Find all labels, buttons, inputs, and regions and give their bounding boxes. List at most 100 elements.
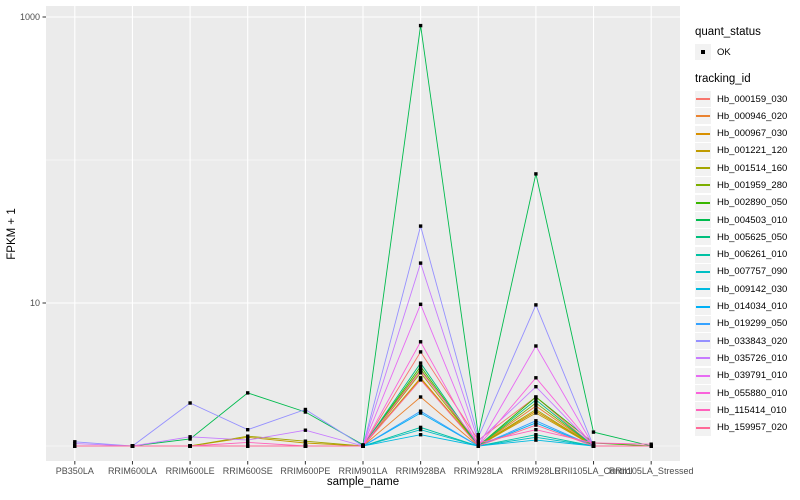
legend-item: Hb_001221_120: [695, 142, 799, 159]
legend-item-label: Hb_115414_010: [717, 404, 787, 416]
x-tick-label: RRIM600SE: [223, 466, 273, 476]
data-point: [73, 441, 77, 446]
legend-key-box: [695, 350, 711, 367]
legend-line-swatch: [696, 322, 710, 325]
data-point: [534, 401, 538, 405]
legend-item: Hb_000967_030: [695, 125, 799, 142]
legend-item-label: Hb_001959_280: [717, 179, 788, 191]
data-point: [534, 344, 538, 348]
legend-item: Hb_001959_280: [695, 177, 799, 194]
legend-item-label: Hb_019299_050: [717, 318, 788, 330]
x-axis-title: sample_name: [326, 476, 400, 488]
legend-key-box: [695, 108, 711, 125]
data-point: [418, 224, 423, 228]
data-point: [246, 444, 250, 448]
legend-line-swatch: [696, 236, 710, 239]
data-point: [418, 369, 423, 373]
data-point: [534, 421, 538, 425]
legend-key-box: [695, 160, 711, 177]
legend-line-swatch: [696, 409, 710, 412]
legend-item: Hb_001514_160: [695, 160, 799, 177]
legend-item: Hb_004503_010: [695, 212, 799, 229]
data-point: [418, 428, 423, 432]
legend-item: Hb_115414_010: [695, 402, 799, 419]
x-tick-label: RRIM928BA: [396, 466, 446, 476]
legend-key-box: [695, 91, 711, 107]
legend-item-label: Hb_159957_020: [717, 422, 788, 434]
legend-line-swatch: [696, 167, 710, 170]
legend-key-box: [695, 419, 711, 436]
data-point: [188, 444, 192, 448]
y-axis-title: FPKM + 1: [6, 208, 18, 260]
legend-key-box: [695, 142, 711, 159]
legend-item: Hb_000159_030: [695, 91, 799, 107]
legend-key-box: [695, 194, 711, 211]
legend-item-label: Hb_000159_030: [717, 93, 788, 105]
legend-line-swatch: [696, 288, 710, 291]
legend-item-ok: OK: [695, 44, 799, 60]
legend-item-label: Hb_007757_090: [717, 266, 788, 278]
data-point: [591, 441, 596, 445]
legend-line-swatch: [696, 340, 710, 343]
legend-item-label: Hb_001221_120: [717, 145, 788, 157]
legend-item-label: Hb_006261_010: [717, 249, 788, 261]
data-point: [591, 430, 596, 434]
legend-item-label: Hb_033843_020: [717, 335, 788, 347]
legend-item: Hb_014034_010: [695, 298, 799, 315]
legend-item-label: Hb_009142_030: [717, 283, 788, 295]
data-point: [476, 441, 480, 445]
data-point: [73, 444, 77, 448]
legend-item-label: Hb_035726_010: [717, 352, 788, 364]
legend-line-swatch: [696, 219, 710, 222]
x-tick-label: RRII105LA_Stressed: [609, 466, 694, 476]
x-tick-label: RRIM600PE: [280, 466, 330, 476]
legend-key-box: [695, 385, 711, 402]
data-point: [303, 407, 308, 412]
data-point: [534, 395, 538, 399]
legend-item: Hb_002890_050: [695, 194, 799, 211]
data-point: [418, 409, 423, 413]
x-tick-label: RRIM600LE: [166, 466, 215, 476]
legend-line-swatch: [696, 305, 710, 308]
data-point: [534, 438, 538, 442]
legend-key-box: [695, 229, 711, 246]
data-point: [246, 428, 250, 432]
x-tick-label: RRIM928LA: [454, 466, 503, 476]
data-point: [303, 410, 308, 414]
legend-item-label: Hb_001514_160: [717, 162, 788, 174]
legend-item-label: Hb_000967_030: [717, 128, 788, 140]
data-point: [534, 419, 538, 423]
data-point: [303, 441, 308, 445]
data-point: [534, 411, 538, 415]
data-point: [476, 444, 480, 448]
legend-tracking-id-items: Hb_000159_030 Hb_000946_020 Hb_000967_030 H…: [695, 91, 799, 436]
legend-key-box: [695, 333, 711, 350]
legend-tracking-id-title: tracking_id: [695, 73, 751, 85]
data-point: [534, 428, 538, 432]
legend-item: Hb_009142_030: [695, 281, 799, 298]
legend-key-box: [695, 315, 711, 332]
legend-key-box: [695, 177, 711, 194]
data-point: [418, 371, 423, 375]
legend-item-label: Hb_055880_010: [717, 387, 788, 399]
data-point: [188, 401, 192, 405]
legend-key-box: [695, 281, 711, 298]
data-point: [534, 398, 538, 402]
legend-quant-status-title: quant_status: [695, 26, 761, 38]
data-point: [418, 378, 423, 382]
data-point: [534, 303, 538, 307]
y-tick-label: 10: [30, 298, 40, 308]
legend-item: Hb_039791_010: [695, 367, 799, 384]
legend-item-label: Hb_004503_010: [717, 214, 788, 226]
legend-item-label: Hb_000946_020: [717, 110, 788, 122]
legend-line-swatch: [696, 374, 710, 377]
data-point: [246, 438, 250, 442]
data-point: [418, 350, 423, 354]
legend-tracking-id-section: tracking_id Hb_000159_030 Hb_000946_020 Hb…: [695, 73, 799, 436]
legend-item-label: OK: [717, 46, 731, 58]
legend-item: Hb_035726_010: [695, 350, 799, 367]
data-point: [246, 391, 250, 395]
data-point: [534, 435, 538, 439]
